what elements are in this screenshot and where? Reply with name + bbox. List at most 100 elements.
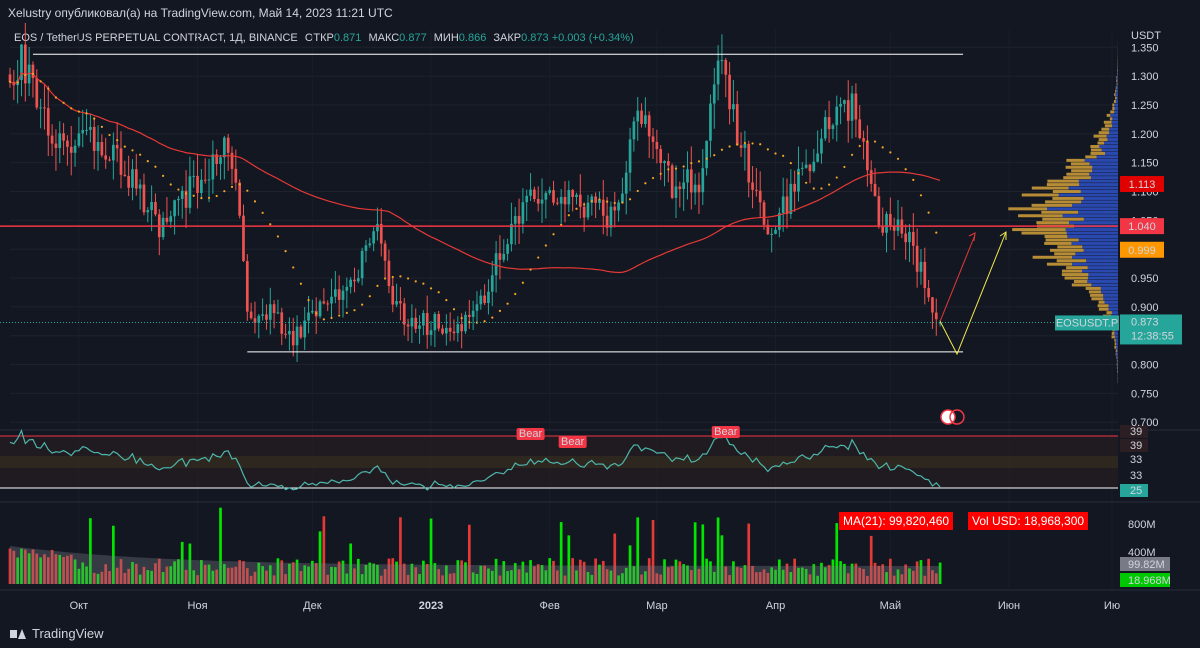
candle-body — [862, 138, 865, 142]
ma-fast-dot — [621, 201, 624, 204]
candle-body — [483, 295, 486, 304]
volume-bar — [268, 565, 272, 584]
volume-bar — [709, 561, 712, 584]
volume-bar — [433, 563, 437, 584]
ma-fast-dot — [177, 188, 180, 191]
volume-profile-bar — [1114, 335, 1118, 339]
volume-bar — [115, 567, 119, 584]
candle-body — [927, 288, 930, 298]
volume-bar — [536, 564, 540, 584]
ma-fast-dot — [774, 152, 777, 155]
volume-profile-bar — [1109, 127, 1118, 131]
volume-bar — [705, 558, 708, 584]
volume-bar — [594, 558, 597, 584]
candle-body — [464, 314, 467, 332]
candle-body — [919, 261, 923, 272]
volume-bar — [349, 543, 352, 584]
ma-fast-dot — [789, 162, 792, 165]
candle-body — [165, 217, 169, 222]
candle-body — [854, 93, 858, 120]
candle-body — [743, 143, 747, 148]
candle-body — [632, 121, 636, 140]
ma-fast-dot — [628, 198, 632, 201]
ma-fast-dot — [292, 266, 295, 269]
volume-profile-bar — [1066, 172, 1090, 176]
ma-fast-dot — [139, 153, 142, 156]
candle-body — [820, 138, 823, 154]
candle-body — [119, 148, 123, 175]
volume-bar — [395, 561, 398, 584]
volume-profile-bar — [1058, 193, 1118, 197]
volume-bar — [180, 541, 184, 584]
symbol-legend[interactable]: EOS / TetherUS PERPETUAL CONTRACT, 1Д, B… — [14, 32, 634, 44]
projection-red-arrow — [939, 234, 976, 322]
candle-body — [808, 164, 812, 172]
candle-body — [356, 278, 360, 282]
rsi-level-badge — [1120, 469, 1148, 482]
volume-bar — [678, 561, 682, 584]
volume-bar — [904, 564, 907, 584]
ma-fast-dot — [16, 81, 19, 84]
rsi-level-label: 39 — [1130, 440, 1142, 452]
candle-body — [889, 213, 892, 227]
candle-body — [866, 141, 869, 171]
candle-body — [146, 210, 150, 213]
volume-bar — [475, 573, 479, 584]
x-tick-label: 2023 — [419, 600, 443, 612]
volume-bar — [203, 564, 207, 584]
candle-body — [877, 196, 881, 227]
ma-fast-dot — [850, 153, 854, 156]
candle-body — [288, 330, 291, 335]
currency-label: USDT — [1131, 30, 1161, 42]
ma-fast-dot — [766, 148, 769, 151]
ma-fast-dot — [207, 196, 211, 200]
candle-body — [892, 226, 896, 231]
tradingview-logo[interactable]: TradingView — [10, 626, 104, 641]
candle-body — [445, 327, 448, 334]
volume-bar — [265, 570, 268, 584]
volume-bar — [414, 567, 418, 584]
volume-profile-bar — [1115, 86, 1117, 90]
volume-bar — [701, 524, 705, 584]
candle-body — [881, 226, 885, 233]
bear-label-text: Bear — [561, 436, 585, 448]
candle-body — [69, 146, 73, 153]
ma-fast-dot — [391, 275, 394, 279]
axes: 1.3501.3001.2501.2001.1501.1001.0501.000… — [70, 42, 1182, 612]
ma-fast-dot — [162, 174, 165, 177]
ma-fast-dot — [690, 161, 693, 165]
volume-profile-bar — [1115, 96, 1117, 100]
candle-body — [245, 261, 249, 312]
volume-bar — [184, 569, 188, 584]
volume-bar — [712, 571, 716, 584]
volume-bar — [311, 560, 314, 584]
candle-body — [261, 314, 264, 316]
volume-bar — [460, 560, 463, 584]
ma-fast-dot — [399, 275, 402, 278]
ma-fast-dot — [866, 140, 869, 143]
volume-profile-bar — [1085, 155, 1097, 159]
volume-profile-bar — [1110, 110, 1115, 114]
volume-bar — [23, 549, 27, 584]
volume-bar — [693, 522, 697, 584]
volume-bar — [376, 564, 379, 584]
volume-bar — [885, 572, 888, 584]
candle-body — [96, 142, 100, 151]
ma-fast-dot — [131, 149, 134, 152]
volume-bar — [295, 559, 299, 584]
volume-bar — [915, 561, 919, 584]
candle-body — [230, 152, 234, 169]
ma-fast-dot — [154, 165, 157, 168]
candle-body — [441, 328, 444, 334]
volume-bar — [854, 563, 858, 584]
candle-body — [383, 243, 387, 261]
volume-profile-bar — [1089, 162, 1118, 166]
volume-bar — [793, 558, 796, 584]
ma-fast-dot — [353, 309, 356, 312]
volume-bar — [624, 567, 628, 584]
candle-body — [556, 202, 559, 204]
volume-bar — [889, 558, 892, 584]
candle-body — [689, 169, 693, 193]
ma-fast-dot — [651, 176, 655, 180]
